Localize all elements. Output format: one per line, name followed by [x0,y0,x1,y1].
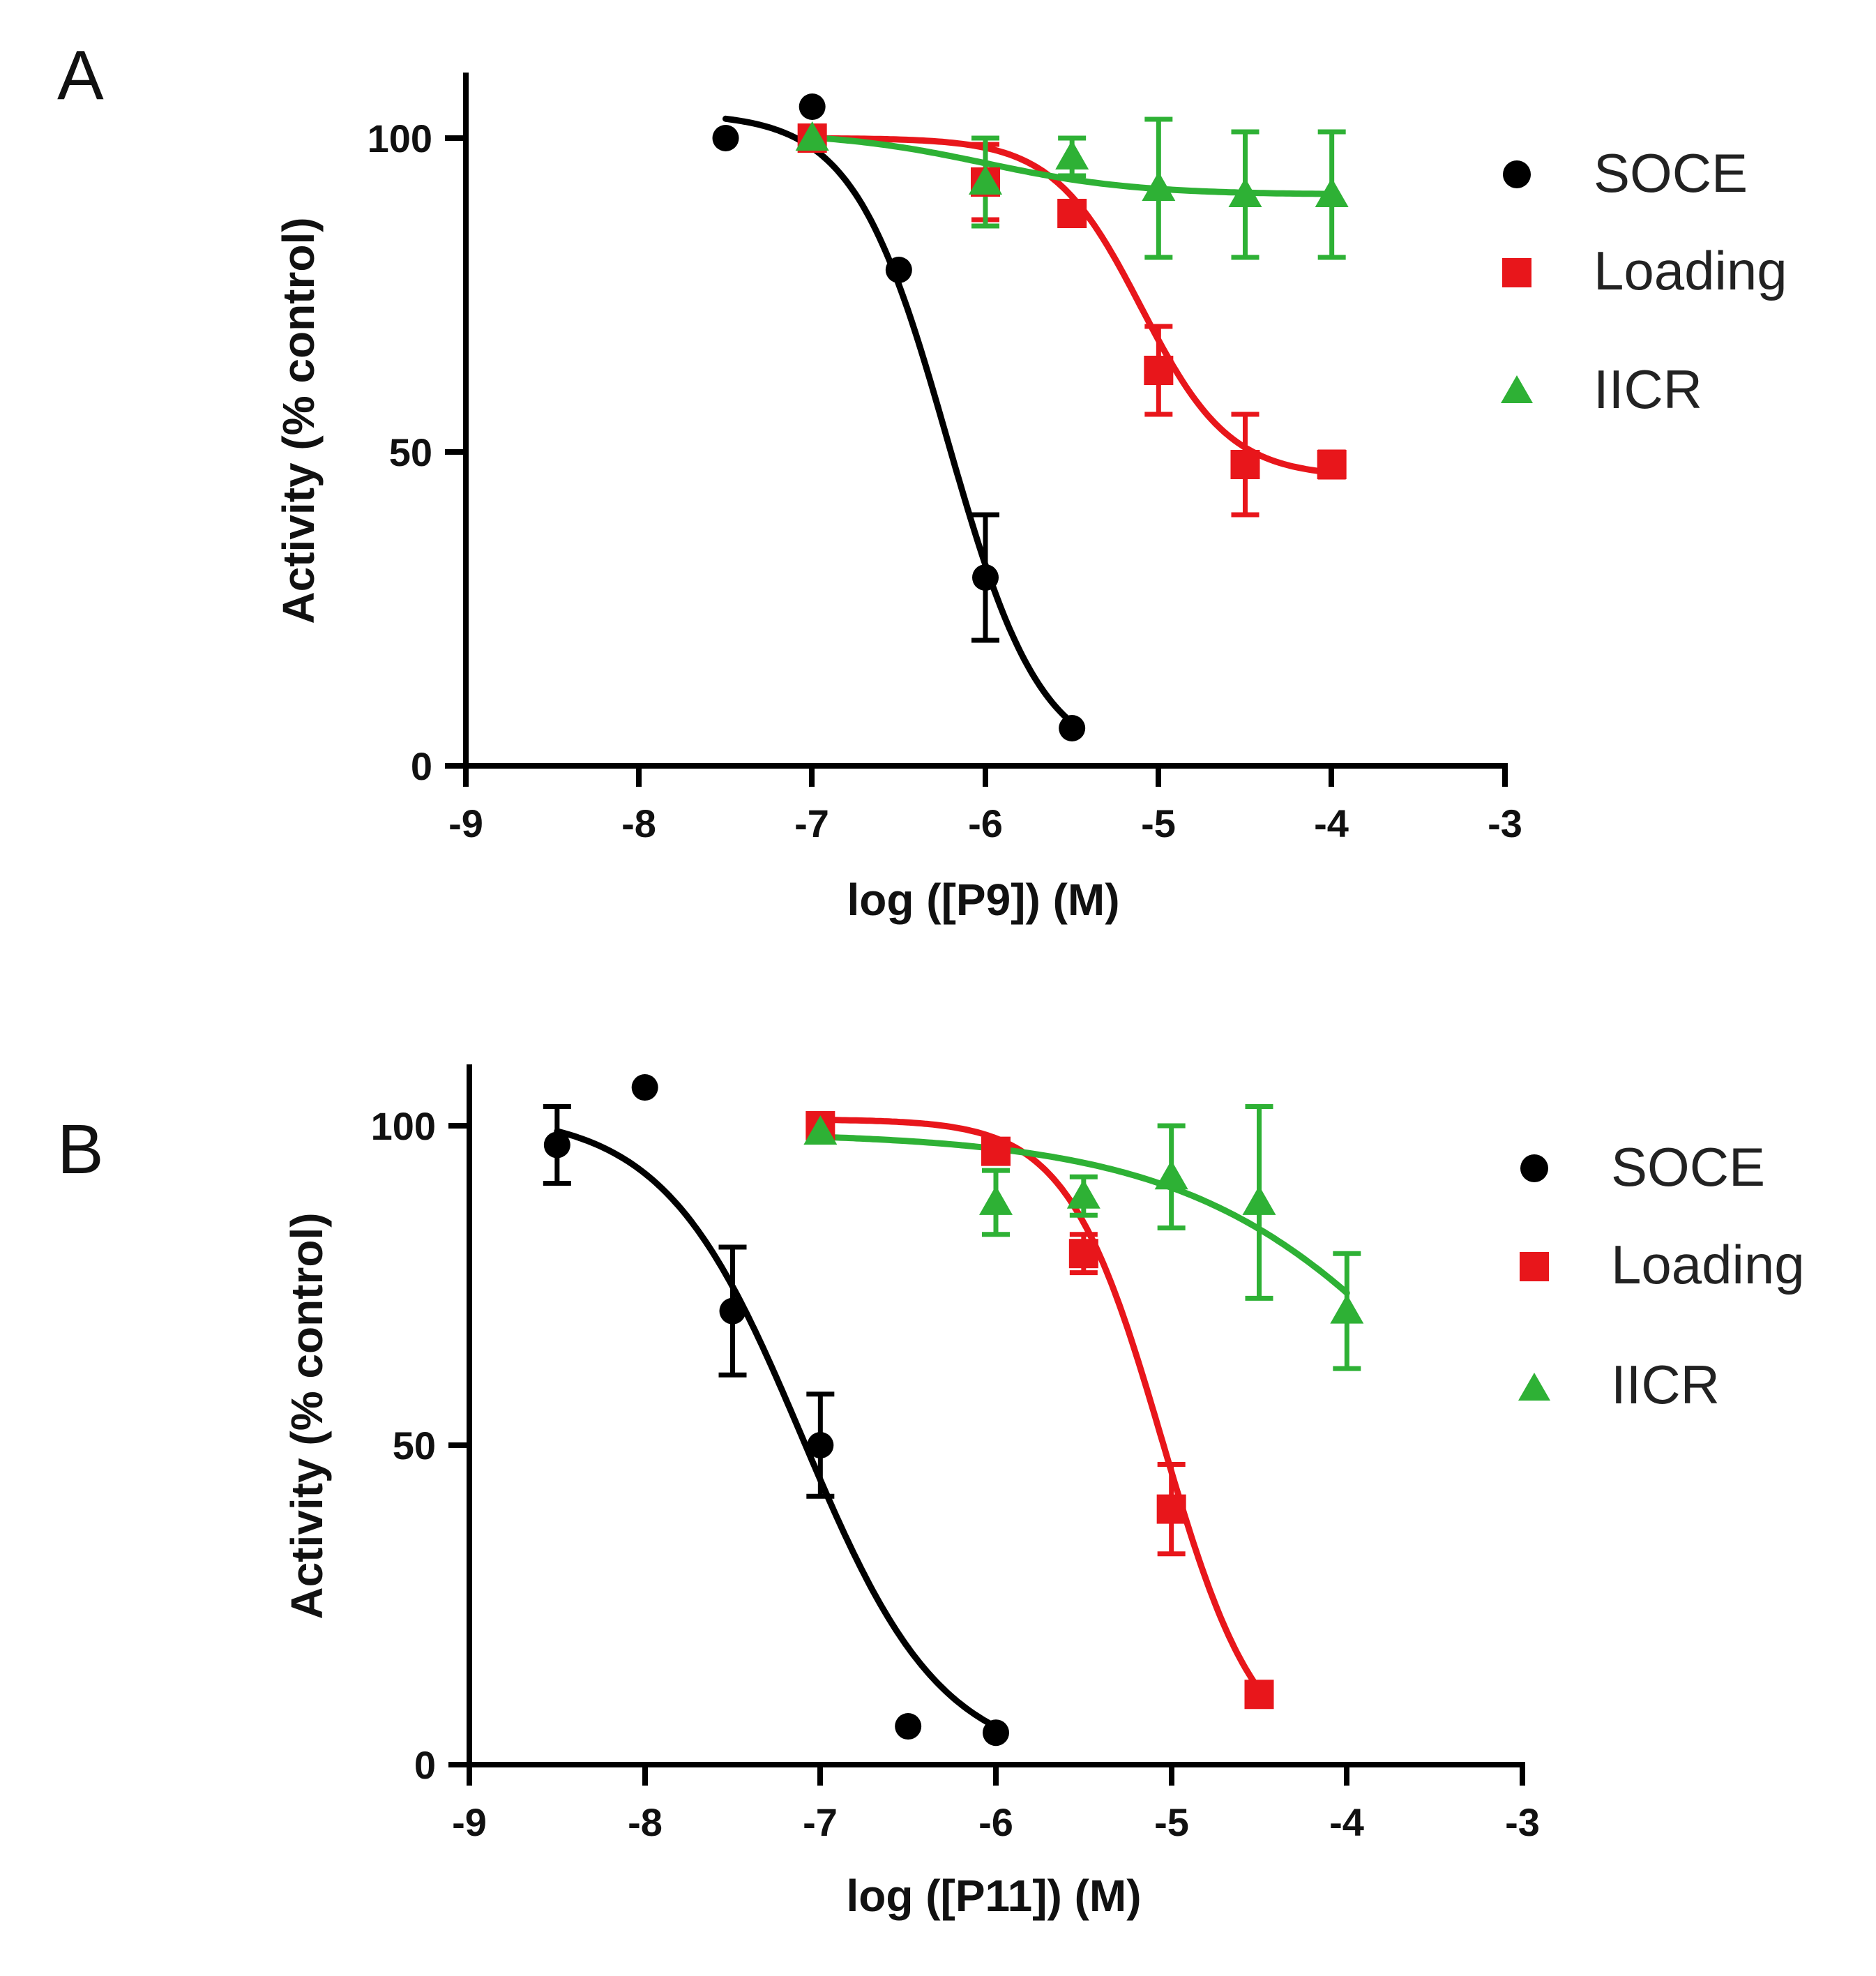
legend-label-soce: SOCE [1611,1136,1765,1198]
data-point-iicr [979,1185,1013,1215]
panel-b-x-tick-label: -8 [628,1800,663,1844]
data-point-iicr [1066,1179,1100,1209]
legend-label-soce: SOCE [1594,142,1748,204]
data-point-iicr [795,121,829,151]
data-point-soce [719,1297,746,1325]
legend-marker-loading [1502,258,1531,287]
panel-a-x-tick-label: -5 [1141,801,1176,845]
data-point-soce [631,1074,658,1101]
panel-b-y-tick-label: 100 [371,1104,436,1148]
data-point-soce [807,1432,834,1458]
data-point-soce [895,1713,922,1740]
panel-b-y-tick-label: 0 [414,1743,436,1787]
data-point-soce [972,564,999,591]
panel-b-y-axis-label: Activity (% control) [282,1212,332,1619]
data-point-soce [1059,715,1086,741]
data-point-loading [1317,450,1347,479]
data-point-loading [1057,199,1087,228]
panel-b-error-bars [543,1104,1361,1557]
data-point-iicr [969,165,1002,195]
panel-b-letter: B [57,1110,104,1189]
legend-marker-loading [1520,1252,1549,1281]
panel-a-x-axis-label: log ([P9]) (M) [847,875,1120,925]
data-point-loading [1068,1239,1098,1269]
panel-b-y-ticks: 0 50 100 [371,1104,469,1787]
panel-a: A 0 50 100 -9 -8 -7 -6 -5 -4 -3 [57,36,1787,925]
panel-b-x-tick-label: -3 [1505,1800,1540,1844]
data-point-iicr [1142,172,1176,201]
panel-b-x-axis-label: log ([P11]) (M) [846,1871,1141,1921]
panel-a-x-tick-label: -9 [448,801,483,845]
data-point-loading [1156,1494,1186,1524]
panel-b-fit-curves [554,1117,1350,1730]
legend-marker-iicr [1501,375,1533,403]
data-point-soce [799,93,826,120]
panel-a-y-tick-label: 0 [411,744,432,788]
legend-label-iicr: IICR [1611,1354,1720,1415]
data-point-soce [885,257,912,283]
panel-b-x-tick-label: -7 [803,1800,838,1844]
panel-a-y-tick-label: 50 [389,430,432,474]
panel-a-x-tick-label: -6 [968,801,1003,845]
legend-label-iicr: IICR [1594,359,1702,420]
panel-a-x-ticks: -9 -8 -7 -6 -5 -4 -3 [448,766,1522,845]
data-point-soce [983,1719,1009,1747]
panel-a-legend: SOCE Loading IICR [1501,142,1787,420]
panel-b-y-tick-label: 50 [393,1424,436,1468]
data-point-loading [1230,450,1260,479]
data-point-loading [1144,356,1174,385]
data-point-iicr [1242,1185,1276,1215]
data-point-soce [543,1131,570,1159]
data-point-soce [712,125,739,151]
data-point-iicr [803,1115,838,1145]
data-point-iicr [1055,140,1089,169]
panel-b-x-tick-label: -5 [1154,1800,1189,1844]
panel-b-legend: SOCE Loading IICR [1518,1136,1805,1415]
panel-b: B 0 50 100 -9 -8 -7 -6 -5 -4 -3 [57,1064,1805,1921]
legend-label-loading: Loading [1594,240,1787,301]
panel-b-x-tick-label: -9 [452,1800,487,1844]
panel-a-y-tick-label: 100 [368,116,432,160]
fit-curve-soce [723,115,1075,726]
data-point-iicr [1330,1294,1364,1324]
panel-a-y-axis-label: Activity (% control) [273,217,324,624]
panel-a-data-points [712,93,1349,741]
data-point-iicr [1315,178,1349,207]
panel-b-data-points [543,1074,1364,1747]
legend-marker-soce [1520,1154,1548,1182]
data-point-iicr [1228,178,1262,207]
panel-a-x-tick-label: -3 [1488,801,1522,845]
data-point-loading [1244,1680,1274,1710]
panel-b-x-ticks: -9 -8 -7 -6 -5 -4 -3 [452,1765,1540,1844]
data-point-loading [981,1136,1011,1166]
fit-curve-loading [809,135,1336,476]
fit-curve-soce [554,1128,999,1730]
legend-marker-iicr [1518,1373,1550,1401]
panel-a-y-ticks: 0 50 100 [368,116,466,788]
panel-b-x-tick-label: -4 [1329,1800,1364,1844]
panel-a-x-tick-label: -4 [1314,801,1349,845]
panel-b-x-tick-label: -6 [978,1800,1013,1844]
panel-a-letter: A [57,36,104,114]
legend-label-loading: Loading [1611,1234,1805,1295]
fit-curve-loading [817,1117,1262,1693]
legend-marker-soce [1503,160,1531,188]
data-point-iicr [1154,1160,1188,1190]
panel-a-fit-curves [723,115,1336,726]
panel-a-x-tick-label: -7 [794,801,829,845]
panel-a-x-tick-label: -8 [621,801,656,845]
